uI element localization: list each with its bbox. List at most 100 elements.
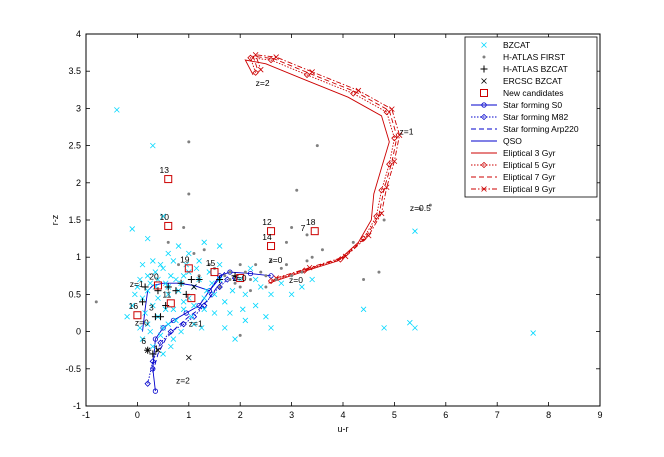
marker-diamond [157,339,164,346]
marker-stroke [165,321,172,327]
marker-stroke [196,258,202,264]
bzcat-point [242,317,249,324]
bzcat-point [170,336,177,342]
marker-stroke [288,291,295,298]
marker-stroke [134,284,141,290]
hatlas-first-point [284,263,288,267]
y-tick-label: -1 [73,401,81,411]
hatlas-bzcat-point [216,276,224,284]
marker-dot [202,248,206,252]
hatlas-first-point [305,259,309,263]
marker-stroke [481,78,487,84]
hatlas-first-point [228,278,232,282]
hatlas-first-point [187,140,191,144]
marker-dot [310,255,314,259]
hatlas-first-point [238,263,242,267]
marker-diamond [247,54,254,61]
marker-dot [182,225,186,229]
marker-circle [160,325,166,331]
marker-dot [243,270,247,274]
series-marker [355,87,362,94]
hatlas-first-point [295,188,299,192]
marker-stroke [201,295,208,301]
y-tick-label: 3.5 [68,66,81,76]
marker-stroke [186,250,192,257]
marker-stroke [150,302,156,309]
marker-diamond [267,56,275,64]
marker-stroke [383,184,390,191]
marker-dot [382,218,386,222]
marker-stroke [142,310,148,316]
new-candidate-point [210,268,219,277]
series-marker [378,187,385,194]
marker-stroke [242,317,249,324]
marker-square [187,294,196,303]
bzcat-point [144,235,151,242]
marker-stroke [144,321,151,327]
marker-stroke [342,253,349,260]
hatlas-first-point [207,263,211,267]
marker-circle [152,336,158,342]
hatlas-bzcat-point [164,283,172,291]
hatlas-first-point [310,255,314,259]
marker-stroke [306,264,313,271]
marker-circle [152,388,158,394]
hatlas-first-point [187,192,191,196]
marker-diamond [149,358,156,365]
marker-dot [223,274,227,278]
hatlas-first-point [274,278,278,282]
redshift-label: z=2 [176,376,190,386]
bzcat-point [173,317,179,324]
marker-dot [197,274,201,278]
series-marker [383,108,390,116]
bzcat-point [114,107,120,113]
marker-stroke [155,295,161,301]
marker-stroke [211,310,218,316]
candidate-label: 19 [180,254,190,264]
bzcat-point [211,310,218,316]
hatlas-first-point [259,270,263,274]
hatlas-first-point [418,207,422,211]
hatlas-bzcat-point [187,276,195,284]
x-axis-label: u-r [338,424,349,434]
bzcat-point [139,261,146,268]
marker-diamond [144,380,151,387]
hatlas-first-point [238,333,242,337]
series-marker [391,134,398,142]
hatlas-first-point [428,203,432,207]
bzcat-point [150,142,156,149]
redshift-label: z=0.5 [410,203,431,213]
legend-entry-eliptical-3-gyr: Eliptical 3 Gyr [471,148,556,158]
marker-stroke [162,306,169,313]
marker-stroke [252,302,259,309]
marker-stroke [209,280,215,287]
redshift-label: z=0 [135,318,149,328]
marker-dot [264,274,268,278]
legend-symbol-eliptical-9-gyr [471,186,497,192]
legend-symbol-star-forming-m82 [471,113,497,121]
marker-stroke [221,299,228,305]
marker-stroke [242,291,249,298]
bzcat-point [150,258,156,264]
bzcat-point [144,321,151,327]
series-marker [144,380,151,387]
redshift-label: z=0 [289,275,303,285]
bzcat-point [299,284,305,290]
bzcat-point [412,325,418,331]
candidate-label: 6 [141,336,146,346]
legend-entry-eliptical-9-gyr: Eliptical 9 Gyr [471,184,556,194]
marker-square [164,221,173,230]
bzcat-point [193,265,200,272]
marker-stroke [160,213,166,220]
new-candidate-point [187,294,196,303]
marker-stroke [247,265,254,272]
marker-dot [218,285,222,289]
series-star-forming-arp220 [152,279,226,373]
hatlas-first-point [290,274,294,278]
bzcat-point [137,325,143,331]
marker-stroke [365,232,372,239]
bzcat-point [216,261,223,268]
y-tick-label: 0.5 [68,289,81,299]
series-layer [142,52,403,394]
